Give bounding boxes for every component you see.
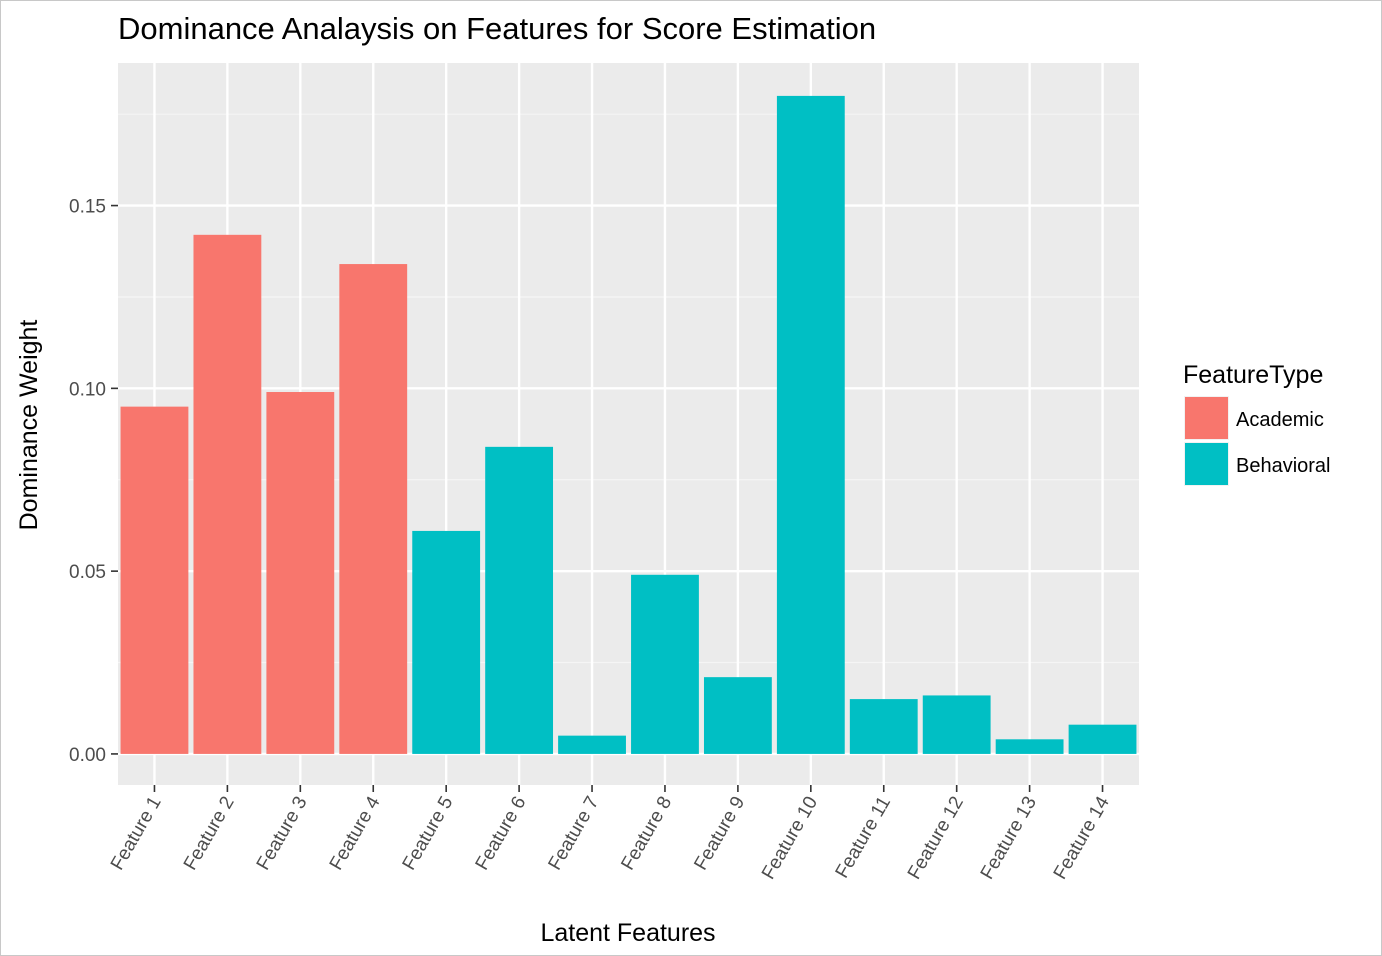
x-tick-label: Feature 2: [180, 793, 239, 874]
x-tick-label: Feature 5: [399, 793, 458, 874]
x-tick-label: Feature 13: [977, 793, 1041, 883]
legend-label: Academic: [1236, 409, 1324, 431]
x-tick-label: Feature 7: [545, 793, 604, 874]
bar: [266, 392, 335, 754]
y-axis: 0.00 0.05 0.10 0.15: [69, 197, 118, 766]
x-tick-label: Feature 6: [472, 793, 531, 874]
bar: [485, 446, 554, 754]
x-tick-label: Feature 10: [758, 793, 822, 883]
legend-swatch: [1185, 443, 1228, 485]
y-tick-label: 0.05: [69, 562, 106, 583]
x-tick-label: Feature 12: [904, 793, 968, 883]
bars: [120, 95, 1137, 754]
bar: [776, 95, 845, 754]
x-tick-label: Feature 8: [617, 793, 676, 874]
bar: [631, 574, 699, 754]
x-axis: Feature 1 Feature 2 Feature 3 Feature 4 Feat…: [107, 785, 1114, 883]
x-tick-label: Feature 9: [690, 793, 749, 874]
x-axis-title: Latent Features: [540, 919, 715, 947]
legend-swatch: [1185, 397, 1228, 439]
chart-title: Dominance Analaysis on Features for Scor…: [118, 11, 876, 46]
bar: [922, 695, 991, 754]
bar: [339, 264, 408, 754]
x-tick-label: Feature 14: [1050, 793, 1114, 883]
y-tick-label: 0.15: [69, 197, 106, 218]
y-tick-label: 0.00: [69, 745, 106, 766]
bar: [120, 406, 189, 754]
bar: [849, 699, 918, 754]
x-tick-label: Feature 11: [832, 793, 895, 882]
y-axis-title: Dominance Weight: [15, 320, 43, 531]
legend: FeatureType Academic Behavioral: [1183, 361, 1331, 486]
bar: [193, 234, 262, 754]
x-tick-label: Feature 3: [253, 793, 312, 874]
bar: [703, 677, 772, 754]
y-tick-label: 0.10: [69, 379, 106, 400]
bar: [558, 735, 626, 754]
bar: [1068, 724, 1137, 754]
x-tick-label: Feature 1: [107, 793, 166, 874]
x-tick-label: Feature 4: [326, 793, 385, 874]
legend-title: FeatureType: [1183, 361, 1323, 389]
legend-label: Behavioral: [1236, 455, 1331, 477]
bar: [995, 739, 1064, 754]
bar: [412, 530, 481, 754]
